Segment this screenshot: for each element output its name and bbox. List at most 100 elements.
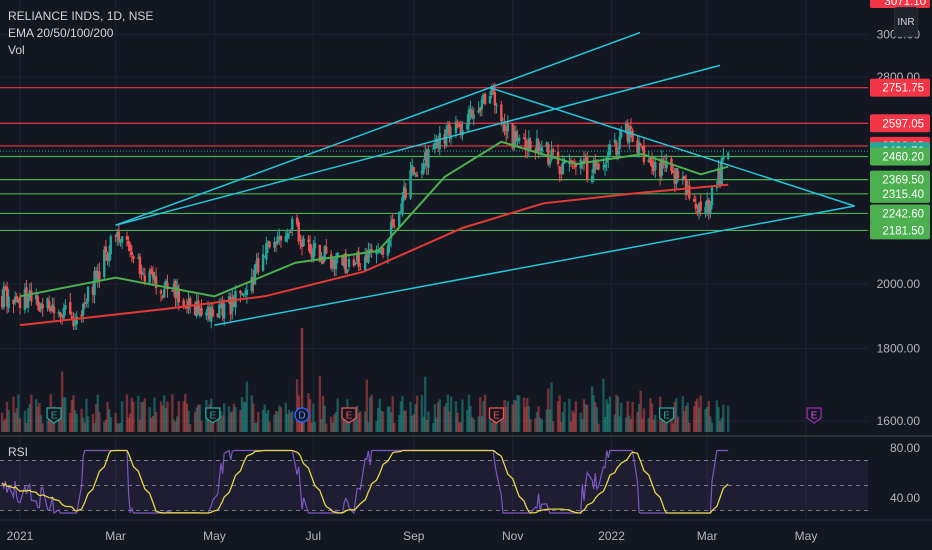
volume-bar	[206, 419, 210, 432]
volume-bar	[696, 398, 699, 432]
candle-body	[313, 243, 317, 249]
volume-bar	[286, 414, 289, 432]
candle-body	[206, 306, 210, 315]
volume-bar	[402, 410, 406, 432]
candle-body	[592, 160, 595, 174]
volume-bar	[17, 394, 20, 432]
marker-label: E	[811, 411, 818, 422]
candle-body	[574, 164, 578, 167]
candle-body	[59, 312, 62, 317]
candle-body	[469, 108, 472, 113]
currency-button[interactable]: INR	[894, 7, 918, 37]
volume-bar	[603, 416, 607, 432]
volume-bar	[103, 421, 106, 432]
earnings-marker[interactable]: D	[294, 407, 310, 423]
candle-body	[198, 309, 202, 316]
volume-bar	[688, 422, 691, 432]
volume-bar	[98, 411, 101, 432]
volume-bar	[265, 413, 268, 432]
candle-body	[75, 316, 78, 325]
candle-body	[513, 131, 516, 148]
volume-bar	[378, 398, 381, 432]
earnings-marker[interactable]: E	[341, 407, 357, 424]
volume-bar	[466, 410, 469, 432]
candle-body	[581, 161, 584, 163]
volume-bar	[517, 395, 521, 432]
volume-bar	[70, 400, 74, 432]
volume-bar	[457, 422, 461, 432]
earnings-marker[interactable]: E	[46, 407, 62, 424]
volume-bar	[159, 401, 163, 432]
candle-body	[665, 161, 668, 169]
candle-body	[211, 309, 215, 317]
volume-bar	[493, 419, 497, 432]
rsi-legend[interactable]: RSI	[8, 445, 29, 459]
candle-body	[0, 296, 4, 308]
volume-bar	[409, 401, 412, 432]
candle-body	[602, 165, 605, 167]
candle-body	[177, 288, 181, 303]
candle-body	[23, 289, 27, 310]
x-tick-label: Jul	[306, 529, 321, 543]
candle-body	[722, 156, 725, 160]
volume-bar	[459, 422, 463, 432]
volume-bar	[221, 415, 224, 432]
volume-bar	[624, 417, 628, 432]
volume-legend[interactable]: Vol	[8, 43, 25, 57]
volume-bar	[200, 420, 203, 432]
candle-body	[506, 123, 510, 132]
candle-body	[355, 253, 359, 262]
volume-bar	[219, 411, 223, 432]
volume-bar	[568, 398, 571, 432]
symbol-title[interactable]: RELIANCE INDS, 1D, NSE	[8, 9, 154, 23]
volume-bar	[501, 413, 505, 432]
earnings-marker[interactable]: E	[658, 407, 675, 424]
volume-bar	[93, 423, 96, 432]
volume-bar	[234, 407, 237, 432]
candle-body	[436, 141, 440, 148]
candle-body	[365, 254, 369, 262]
candle-body	[125, 236, 129, 240]
volume-bar	[91, 413, 95, 432]
volume-bar	[359, 411, 362, 432]
volume-bar	[608, 396, 612, 432]
volume-bar	[310, 422, 313, 432]
volume-bar	[707, 400, 710, 432]
x-tick-label: May	[795, 529, 818, 543]
x-tick-label: 2022	[598, 529, 625, 543]
marker-label: E	[663, 411, 670, 422]
volume-bar	[414, 404, 417, 432]
volume-bar	[548, 409, 552, 432]
volume-bar	[148, 407, 151, 432]
volume-bar	[675, 398, 678, 432]
candle-body	[96, 271, 99, 281]
candle-body	[154, 276, 158, 288]
candle-body	[49, 307, 52, 312]
volume-bar	[647, 418, 650, 432]
candle-body	[480, 99, 484, 110]
earnings-marker[interactable]: E	[488, 407, 505, 424]
volume-bar	[380, 410, 383, 432]
earnings-marker[interactable]: E	[806, 407, 822, 424]
candle-body	[590, 175, 594, 182]
candle-body	[210, 307, 213, 322]
volume-bar	[506, 400, 510, 432]
volume-bar	[545, 409, 548, 432]
candle-body	[159, 290, 163, 294]
candle-body	[490, 86, 493, 95]
volume-bar	[232, 403, 236, 432]
volume-bar	[216, 411, 219, 432]
candle-body	[443, 134, 446, 144]
candle-body	[663, 163, 667, 166]
volume-bar	[516, 395, 519, 432]
volume-bar	[114, 412, 117, 432]
candle-body	[276, 236, 279, 243]
volume-bar	[367, 422, 370, 432]
volume-bar	[616, 396, 620, 432]
volume-bar	[291, 411, 294, 432]
earnings-marker[interactable]: E	[205, 407, 221, 424]
ema-legend[interactable]: EMA 20/50/100/200	[8, 26, 114, 40]
candle-body	[461, 129, 464, 136]
